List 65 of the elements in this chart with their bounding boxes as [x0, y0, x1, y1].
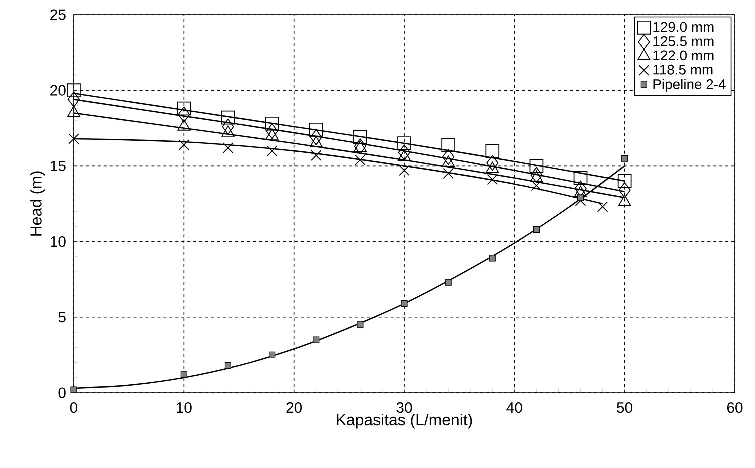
- point: [221, 110, 236, 125]
- x-tick-label: 10: [176, 402, 192, 414]
- point: [178, 140, 190, 150]
- x-axis-title: Kapasitas (L/menit): [337, 414, 472, 429]
- legend-label: 129.0 mm: [654, 22, 714, 32]
- legend-label: Pipeline 2-4: [654, 79, 726, 92]
- point: [533, 226, 540, 233]
- point: [531, 180, 542, 192]
- point: [622, 155, 628, 162]
- point: [443, 168, 454, 180]
- legend-label: 118.5 mm: [654, 64, 713, 75]
- point: [180, 372, 188, 378]
- y-tick-label: 5: [58, 312, 66, 323]
- legend-label: 122.0 mm: [654, 50, 714, 61]
- point: [442, 138, 456, 152]
- point: [489, 255, 496, 262]
- x-tick-label: 60: [727, 402, 743, 414]
- point: [313, 336, 320, 344]
- point: [357, 322, 364, 328]
- point: [618, 174, 632, 188]
- point: [487, 174, 498, 186]
- x-tick-label: 30: [396, 402, 412, 414]
- point: [68, 134, 80, 144]
- point: [401, 300, 408, 308]
- y-axis-title: Head (m): [30, 172, 46, 236]
- point: [67, 84, 81, 98]
- x-tick-label: 50: [617, 402, 633, 414]
- point: [310, 150, 322, 161]
- point: [486, 144, 500, 158]
- point: [399, 165, 410, 176]
- point: [266, 124, 278, 140]
- point: [177, 102, 192, 116]
- point: [597, 202, 608, 212]
- legend-label: 125.5 mm: [654, 36, 714, 46]
- point: [398, 136, 412, 150]
- x-tick-label: 40: [506, 402, 522, 414]
- point: [178, 106, 190, 123]
- point: [266, 146, 278, 156]
- point: [574, 171, 588, 186]
- x-tick-label: 20: [286, 402, 302, 414]
- point: [269, 352, 276, 358]
- point: [445, 279, 452, 286]
- point: [354, 130, 368, 144]
- y-tick-label: 10: [51, 236, 66, 248]
- point: [574, 180, 587, 197]
- point: [70, 386, 78, 394]
- y-tick-label: 20: [50, 85, 66, 96]
- y-tick-label: 15: [51, 160, 66, 172]
- x-tick-label: 0: [70, 402, 78, 414]
- point: [309, 122, 324, 137]
- point: [577, 194, 584, 202]
- point: [222, 142, 234, 154]
- point: [354, 138, 366, 154]
- point: [398, 144, 411, 161]
- point: [222, 118, 234, 135]
- point: [530, 167, 543, 184]
- point: [530, 159, 544, 174]
- point: [355, 154, 366, 166]
- point: [310, 130, 322, 146]
- point: [224, 362, 232, 370]
- y-tick-label: 25: [50, 10, 66, 20]
- point: [442, 149, 455, 166]
- y-tick-label: 0: [58, 388, 66, 398]
- point: [265, 116, 280, 131]
- point: [486, 155, 499, 172]
